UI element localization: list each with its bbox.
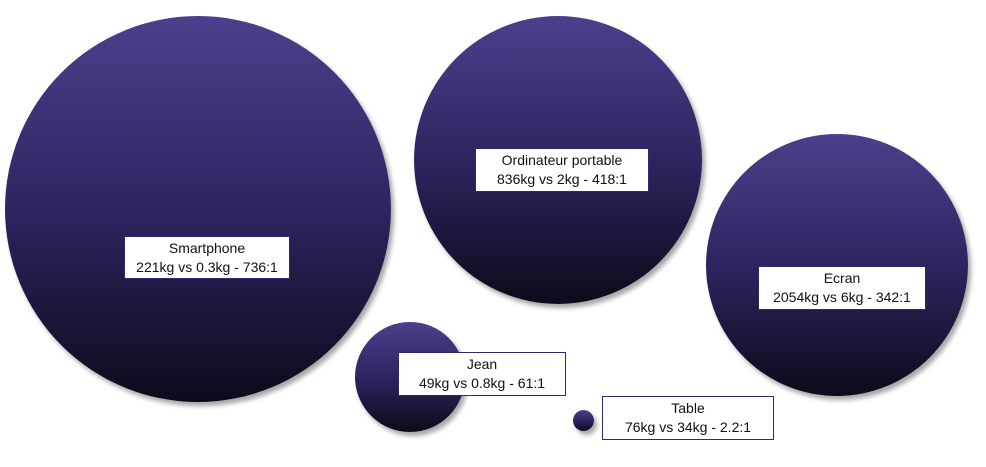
label-ecran-name: Ecran	[823, 270, 861, 286]
bubble-smartphone	[5, 16, 391, 402]
label-smartphone: Smartphone 221kg vs 0.3kg - 736:1	[124, 236, 290, 279]
bubble-table	[573, 410, 594, 431]
label-ecran-detail: 2054kg vs 6kg - 342:1	[773, 289, 911, 305]
label-jean: Jean 49kg vs 0.8kg - 61:1	[398, 352, 566, 396]
label-table: Table 76kg vs 34kg - 2.2:1	[602, 396, 774, 440]
label-jean-name: Jean	[466, 356, 498, 372]
label-ordinateur-portable: Ordinateur portable 836kg vs 2kg - 418:1	[475, 148, 649, 192]
bubble-ecran	[706, 134, 968, 396]
label-table-name: Table	[671, 400, 705, 416]
label-ordinateur-portable-name: Ordinateur portable	[501, 152, 623, 168]
label-ordinateur-portable-detail: 836kg vs 2kg - 418:1	[497, 171, 627, 187]
label-ecran: Ecran 2054kg vs 6kg - 342:1	[758, 266, 926, 310]
label-smartphone-name: Smartphone	[168, 240, 246, 256]
label-smartphone-detail: 221kg vs 0.3kg - 736:1	[136, 259, 278, 275]
label-jean-detail: 49kg vs 0.8kg - 61:1	[418, 375, 546, 391]
label-table-detail: 76kg vs 34kg - 2.2:1	[624, 419, 752, 435]
